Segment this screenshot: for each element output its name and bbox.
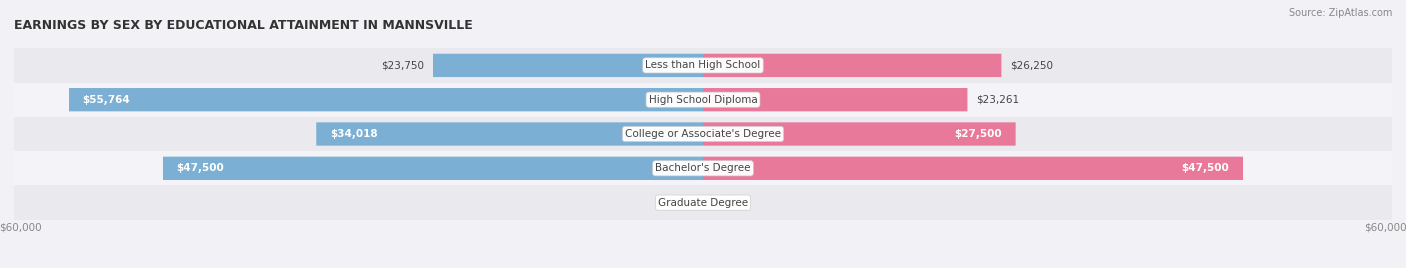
FancyBboxPatch shape [69, 88, 703, 111]
Text: $55,764: $55,764 [83, 95, 131, 105]
Text: EARNINGS BY SEX BY EDUCATIONAL ATTAINMENT IN MANNSVILLE: EARNINGS BY SEX BY EDUCATIONAL ATTAINMEN… [14, 19, 472, 32]
FancyBboxPatch shape [163, 157, 703, 180]
FancyBboxPatch shape [703, 157, 1243, 180]
Bar [14, 83, 1392, 117]
Text: $23,261: $23,261 [977, 95, 1019, 105]
FancyBboxPatch shape [433, 54, 703, 77]
Text: Source: ZipAtlas.com: Source: ZipAtlas.com [1288, 8, 1392, 18]
Text: $23,750: $23,750 [381, 60, 423, 70]
Text: $26,250: $26,250 [1011, 60, 1053, 70]
Text: High School Diploma: High School Diploma [648, 95, 758, 105]
Text: $0: $0 [717, 198, 730, 208]
Bar [14, 48, 1392, 83]
Text: $47,500: $47,500 [177, 163, 225, 173]
FancyBboxPatch shape [703, 88, 967, 111]
Text: $27,500: $27,500 [955, 129, 1002, 139]
Text: Less than High School: Less than High School [645, 60, 761, 70]
FancyBboxPatch shape [703, 54, 1001, 77]
Bar [14, 151, 1392, 185]
FancyBboxPatch shape [703, 122, 1015, 146]
Text: $34,018: $34,018 [330, 129, 378, 139]
FancyBboxPatch shape [316, 122, 703, 146]
Text: Graduate Degree: Graduate Degree [658, 198, 748, 208]
Text: College or Associate's Degree: College or Associate's Degree [626, 129, 780, 139]
Bar [14, 185, 1392, 220]
Text: Bachelor's Degree: Bachelor's Degree [655, 163, 751, 173]
Bar [14, 117, 1392, 151]
Text: $0: $0 [676, 198, 689, 208]
Text: $47,500: $47,500 [1181, 163, 1229, 173]
